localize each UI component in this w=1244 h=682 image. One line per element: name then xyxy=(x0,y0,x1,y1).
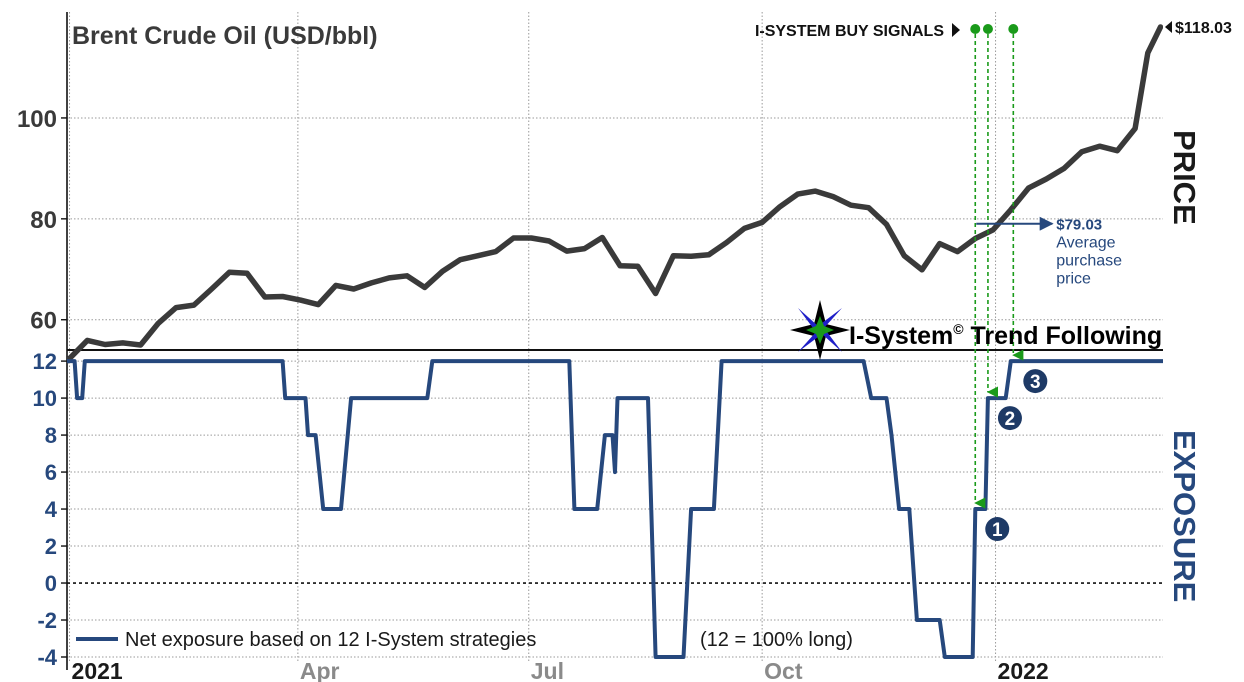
chart-title: Brent Crude Oil (USD/bbl) xyxy=(72,22,378,50)
average-purchase-callout: $79.03 Average purchase price xyxy=(976,216,1122,288)
buy-signals-label: I-SYSTEM BUY SIGNALS xyxy=(755,23,944,40)
buy-signals: 1 23 xyxy=(970,24,1048,542)
exposure-tick-label: 4 xyxy=(45,497,58,522)
brand-logo: I-System© Trend Following xyxy=(790,300,1162,360)
buy-signal-dot xyxy=(1008,24,1019,34)
x-tick-label: Oct xyxy=(764,658,803,682)
last-price-pointer-icon xyxy=(1165,20,1172,33)
price-axis-title: PRICE xyxy=(1167,130,1202,225)
exposure-series xyxy=(67,359,1163,659)
price-tick-label: 60 xyxy=(30,308,57,335)
brand-name: I-System© Trend Following xyxy=(849,321,1162,350)
exposure-tick-label: 12 xyxy=(33,349,57,374)
exposure-tick-label: 8 xyxy=(45,423,57,448)
average-price-text-2: purchase xyxy=(1056,253,1122,270)
buy-signal-dot xyxy=(982,24,993,34)
x-tick-label: 2022 xyxy=(998,658,1049,682)
axes xyxy=(66,12,1163,670)
exposure-line xyxy=(67,359,1163,659)
exposure-tick-label: 2 xyxy=(45,534,57,559)
buy-signals-header: I-SYSTEM BUY SIGNALS xyxy=(755,23,960,40)
x-tick-label: Jul xyxy=(531,658,564,682)
exposure-axis-title: EXPOSURE xyxy=(1167,430,1202,602)
exposure-tick-label: 0 xyxy=(45,571,57,596)
buy-signal-number: 2 xyxy=(1005,409,1016,430)
buy-signal-number: 3 xyxy=(1030,372,1041,393)
buy-signal-badge xyxy=(1023,369,1048,394)
last-price-callout: $118.03 xyxy=(1165,20,1232,37)
compass-star-icon xyxy=(790,300,850,360)
legend: Net exposure based on 12 I-System strate… xyxy=(76,629,853,651)
price-line xyxy=(67,24,1163,364)
exposure-tick-label: -4 xyxy=(37,645,57,670)
price-series xyxy=(67,24,1163,364)
buy-signal-badge xyxy=(985,517,1010,542)
buy-signal-dot xyxy=(970,24,981,34)
average-price-text-3: price xyxy=(1056,271,1091,288)
x-tick-label: 2021 xyxy=(72,658,123,682)
x-tick-label: Apr xyxy=(300,658,340,682)
buy-signal-badge xyxy=(997,406,1022,431)
average-price-value: $79.03 xyxy=(1056,217,1102,234)
price-tick-label: 100 xyxy=(17,106,57,133)
buy-signal-number: 1 xyxy=(992,520,1003,541)
last-price-label: $118.03 xyxy=(1175,20,1232,37)
legend-label: Net exposure based on 12 I-System strate… xyxy=(125,629,536,651)
legend-note: (12 = 100% long) xyxy=(700,629,853,651)
average-price-text-1: Average xyxy=(1056,235,1115,252)
buy-signals-pointer-icon xyxy=(952,23,960,37)
exposure-tick-label: 6 xyxy=(45,460,57,485)
exposure-tick-label: 10 xyxy=(33,386,57,411)
price-tick-label: 80 xyxy=(30,207,57,234)
exposure-tick-label: -2 xyxy=(37,608,57,633)
